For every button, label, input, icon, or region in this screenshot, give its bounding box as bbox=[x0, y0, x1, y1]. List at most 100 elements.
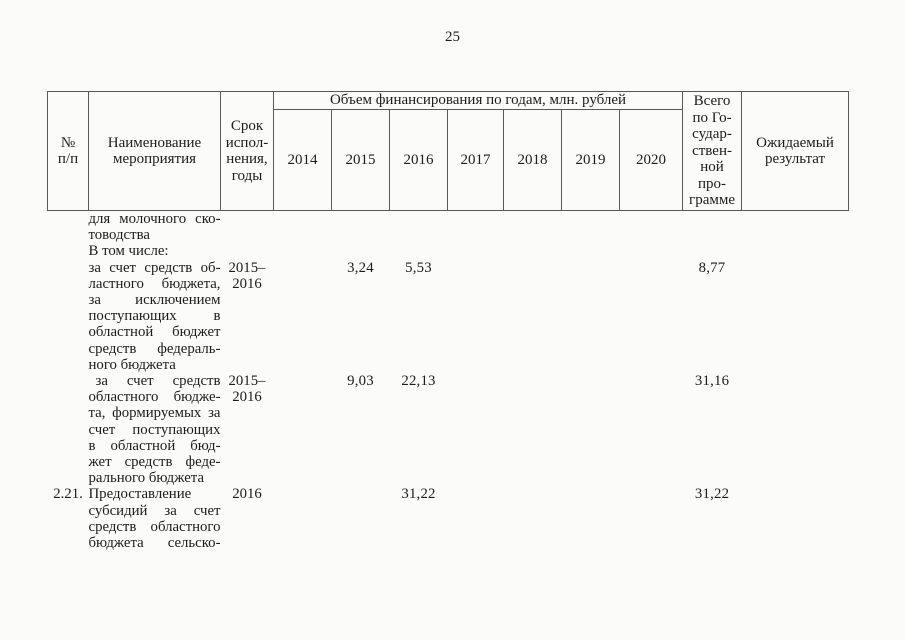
value-cell-2015: 3,24 bbox=[347, 259, 374, 276]
name-line: за счет средств об- bbox=[88, 259, 221, 276]
value-cell-2015 bbox=[332, 243, 390, 259]
value-cell-2020 bbox=[620, 211, 683, 244]
row-number-cell bbox=[48, 211, 89, 244]
year-header-2016: 2016 bbox=[389, 109, 448, 211]
value-cell-2019 bbox=[562, 260, 620, 373]
term-cell bbox=[221, 211, 274, 244]
term-cell: 2015– 2016 bbox=[221, 260, 274, 373]
name-line: за счет средств bbox=[95, 373, 221, 390]
value-cell-2017 bbox=[448, 243, 504, 259]
year-header-2014: 2014 bbox=[273, 109, 332, 211]
value-cell-2014 bbox=[274, 260, 332, 373]
year-header-2020: 2020 bbox=[618, 109, 684, 211]
value-cell-2017 bbox=[448, 486, 504, 551]
value-cell-2018 bbox=[504, 243, 562, 259]
table-header: № п/п Наименование мероприятия Срок испо… bbox=[47, 91, 850, 211]
value-cell-2014 bbox=[274, 243, 332, 259]
name-line: счет поступающих bbox=[88, 421, 221, 438]
result-cell bbox=[742, 260, 849, 373]
value-cell-2018 bbox=[504, 211, 562, 244]
measure-name-cell: Предоставление субсидий за счет средств … bbox=[89, 486, 221, 551]
year-header-2018: 2018 bbox=[503, 109, 562, 211]
measure-name-cell: за счет средств областного бюдже- та, фо… bbox=[89, 373, 221, 486]
result-cell bbox=[742, 243, 849, 259]
value-cell-2019 bbox=[562, 486, 620, 551]
value-cell-2014 bbox=[274, 486, 332, 551]
year-header-2015: 2015 bbox=[331, 109, 390, 211]
name-line: в областной бюд- bbox=[88, 437, 221, 454]
table-row: за счет средств областного бюдже- та, фо… bbox=[48, 373, 849, 486]
value-cell-2018 bbox=[504, 373, 562, 486]
result-cell bbox=[742, 211, 849, 244]
value-cell-2017 bbox=[448, 211, 504, 244]
term-line: 2015– bbox=[228, 373, 266, 390]
value-cell-2016: 22,13 bbox=[401, 373, 436, 390]
value-cell-2020 bbox=[620, 486, 683, 551]
total-cell: 31,22 bbox=[694, 486, 730, 503]
year-header-2017: 2017 bbox=[447, 109, 504, 211]
value-cell-2019 bbox=[562, 373, 620, 486]
value-cell-2016 bbox=[390, 243, 448, 259]
value-cell-2017 bbox=[448, 260, 504, 373]
col-header-term: Срок испол- нения, годы bbox=[220, 91, 274, 211]
term-line: 2016 bbox=[232, 275, 262, 292]
term-line: 2015– bbox=[228, 259, 266, 276]
name-line: ластного бюджета, bbox=[88, 275, 221, 292]
header-row-top: № п/п Наименование мероприятия Срок испо… bbox=[47, 91, 850, 211]
name-line: рального бюджета bbox=[88, 470, 205, 487]
name-line: областного бюдже- bbox=[88, 389, 221, 406]
name-line: та, формируемых за bbox=[88, 405, 221, 422]
financing-table: № п/п Наименование мероприятия Срок испо… bbox=[47, 91, 850, 551]
table-row: за счет средств об- ластного бюджета, за… bbox=[48, 260, 849, 373]
value-cell-2015 bbox=[332, 486, 390, 551]
name-line: ного бюджета bbox=[88, 356, 176, 373]
name-line: бюджета сельско- bbox=[88, 535, 221, 552]
row-number-cell: 2.21. bbox=[53, 486, 83, 503]
term-cell: 2016 bbox=[221, 486, 274, 551]
value-cell-2014 bbox=[274, 373, 332, 486]
value-cell-2016 bbox=[390, 211, 448, 244]
value-cell-2014 bbox=[274, 211, 332, 244]
total-cell: 8,77 bbox=[698, 259, 726, 276]
value-cell-2020 bbox=[620, 373, 683, 486]
row-number-cell bbox=[48, 243, 89, 259]
name-line: средств федераль- bbox=[88, 340, 221, 357]
row-number-cell bbox=[48, 260, 89, 373]
table-row: В том числе: bbox=[48, 243, 849, 259]
name-line: В том числе: bbox=[88, 243, 169, 260]
result-cell bbox=[742, 486, 849, 551]
measure-name-cell: для молочного ско- товодства bbox=[89, 211, 221, 244]
result-cell bbox=[742, 373, 849, 486]
col-header-funding: Объем финансирования по годам, млн. рубл… bbox=[272, 91, 684, 110]
term-line: 2016 bbox=[232, 389, 262, 406]
name-line: товодства bbox=[88, 227, 150, 244]
value-cell-2017 bbox=[448, 373, 504, 486]
table-row: 2.21. Предоставление субсидий за счет ср… bbox=[48, 486, 849, 551]
value-cell-2015 bbox=[332, 211, 390, 244]
col-header-result: Ожидаемый результат bbox=[741, 91, 850, 211]
value-cell-2016: 5,53 bbox=[405, 259, 432, 276]
value-cell-2018 bbox=[504, 486, 562, 551]
value-cell-2015: 9,03 bbox=[347, 373, 374, 390]
col-header-name: Наименование мероприятия bbox=[88, 91, 221, 211]
total-cell bbox=[683, 211, 742, 244]
header-row-years: 2014 2015 2016 2017 2018 2019 2020 bbox=[48, 109, 849, 211]
measure-name-cell: В том числе: bbox=[89, 243, 221, 259]
name-line: жет средств феде- bbox=[88, 454, 221, 471]
value-cell-2018 bbox=[504, 260, 562, 373]
value-cell-2019 bbox=[562, 211, 620, 244]
page-number: 25 bbox=[445, 29, 460, 45]
row-number-cell bbox=[48, 373, 89, 486]
name-line: субсидий за счет bbox=[88, 502, 221, 519]
value-cell-2020 bbox=[620, 243, 683, 259]
value-cell-2020 bbox=[620, 260, 683, 373]
total-cell bbox=[683, 243, 742, 259]
year-header-2019: 2019 bbox=[561, 109, 620, 211]
name-line: для молочного ско- bbox=[88, 211, 221, 227]
col-header-num: № п/п bbox=[47, 91, 89, 211]
total-cell: 31,16 bbox=[694, 373, 730, 390]
col-header-total: Всего по Го- судар- ствен- ной про- грам… bbox=[682, 91, 743, 211]
value-cell-2016: 31,22 bbox=[401, 486, 436, 503]
name-line: Предоставление bbox=[88, 486, 192, 503]
